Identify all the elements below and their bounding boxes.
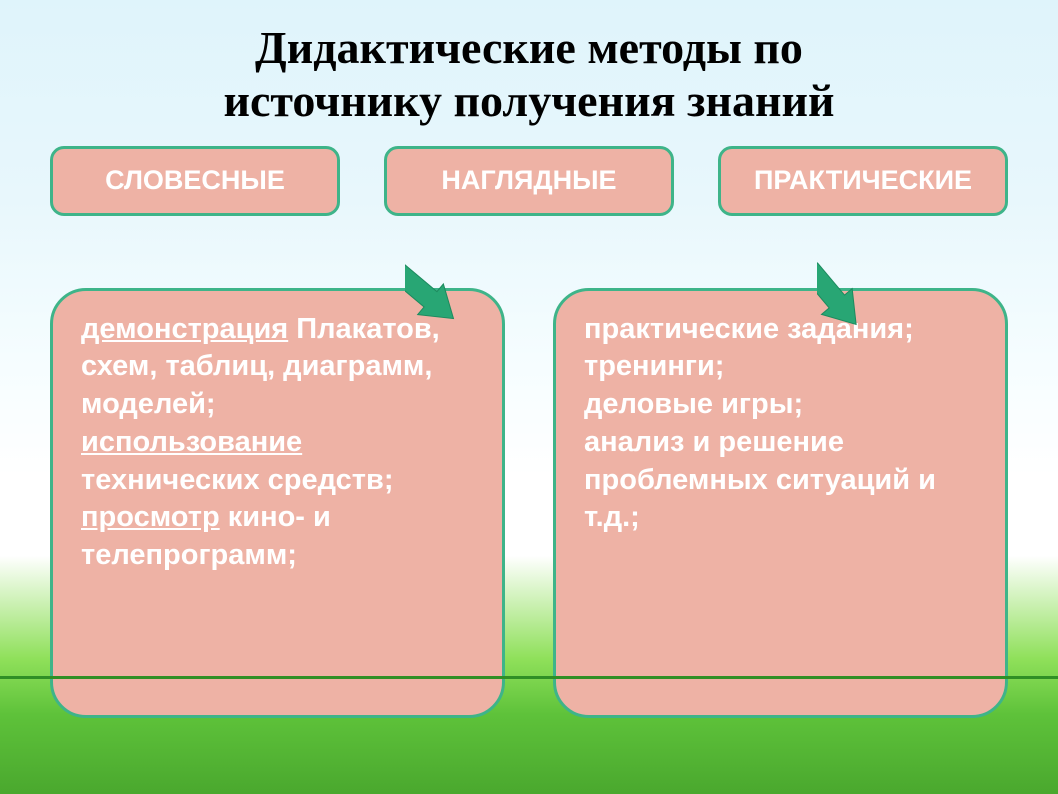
detail-box-practical: практические задания;тренинги;деловые иг… [553,288,1008,718]
text-segment: просмотр [81,501,220,533]
arrow-icon [817,258,907,358]
category-label: ПРАКТИЧЕСКИЕ [754,165,972,196]
category-row: СЛОВЕСНЫЕ НАГЛЯДНЫЕ ПРАКТИЧЕСКИЕ [0,146,1058,216]
slide-title: Дидактические методы по источнику получе… [0,0,1058,128]
category-label: СЛОВЕСНЫЕ [105,165,285,196]
category-box-visual: НАГЛЯДНЫЕ [384,146,674,216]
text-segment: тренинги; [584,350,724,382]
arrow-icon [405,258,495,358]
text-segment: технических средств; [81,464,393,496]
category-box-practical: ПРАКТИЧЕСКИЕ [718,146,1008,216]
text-segment: демонстрация [81,313,288,345]
text-segment: деловые игры; [584,388,803,420]
text-segment: использование [81,426,302,458]
title-line-1: Дидактические методы по [0,22,1058,75]
grass-line [0,676,1058,679]
category-label: НАГЛЯДНЫЕ [441,165,616,196]
text-segment: анализ и решение проблемных ситуаций и т… [584,426,936,533]
title-line-2: источнику получения знаний [0,75,1058,128]
category-box-verbal: СЛОВЕСНЫЕ [50,146,340,216]
